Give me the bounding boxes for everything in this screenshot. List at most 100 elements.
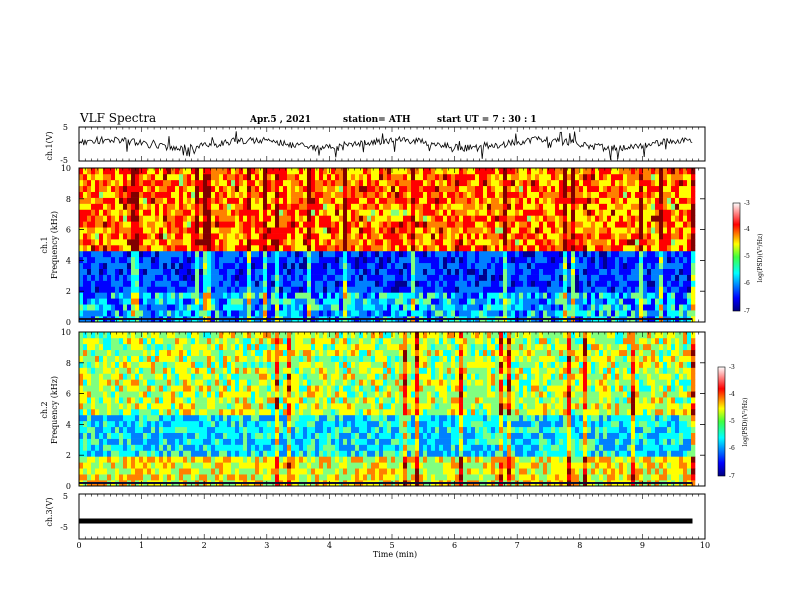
spectrogram-cell (443, 233, 448, 240)
spectrogram-cell (119, 391, 124, 398)
spectrogram-cell (199, 233, 204, 240)
spectrogram-cell (103, 332, 108, 339)
spectrogram-cell (519, 280, 524, 287)
spectrogram-cell (447, 221, 452, 228)
spectrogram-cell (187, 215, 192, 222)
cb1-tick-6: -6 (744, 280, 750, 287)
spectrogram-cell (159, 310, 164, 317)
spectrogram-cell (83, 474, 88, 481)
spectrogram-cell (571, 179, 576, 187)
spectrogram-cell (263, 274, 268, 281)
spectrogram-cell (587, 298, 592, 305)
spectrogram-cell (247, 256, 252, 264)
spectrogram-cell (635, 256, 640, 264)
spectrogram-cell (99, 256, 104, 264)
spectrogram-cell (451, 233, 456, 240)
spectrogram-cell (231, 191, 236, 198)
spectrogram-cell (115, 203, 120, 210)
spectrogram-cell (511, 280, 516, 287)
spectrogram-cell (331, 250, 336, 258)
spectrogram-cell (183, 280, 188, 287)
spectrogram-cell (495, 209, 500, 216)
spectrogram-cell (99, 367, 104, 374)
spectrogram-cell (463, 286, 468, 293)
spectrogram-cell (151, 197, 156, 204)
spectrogram-cell (79, 203, 84, 210)
spectrogram-cell (551, 239, 556, 246)
spectrogram-cell (315, 197, 320, 204)
spectrogram-cell (263, 221, 268, 228)
spectrogram-cell (439, 274, 444, 281)
spectrogram-cell (139, 286, 144, 293)
spectrogram-cell (351, 298, 356, 305)
spectrogram-cell (219, 298, 224, 305)
spectrogram-cell (323, 221, 328, 228)
spectrogram-cell (295, 250, 300, 258)
spectrogram-cell (95, 462, 100, 469)
spectrogram-cell (151, 409, 156, 416)
spectrogram-cell (535, 168, 540, 175)
spectrogram-cell (147, 179, 152, 187)
spectrogram-cell (659, 245, 664, 252)
spectrogram-cell (179, 304, 184, 311)
spectrogram-cell (127, 438, 132, 445)
spectrogram-cell (139, 456, 144, 463)
spectrogram-cell (503, 209, 508, 216)
spectrogram-cell (491, 239, 496, 246)
spectrogram-cell (463, 185, 468, 192)
spectrogram-cell (591, 250, 596, 258)
spectrogram-cell (151, 438, 156, 445)
spectrogram-cell (175, 361, 180, 368)
spectrogram-cell (663, 173, 668, 181)
spectrogram-cell (679, 280, 684, 287)
spectrogram-cell (491, 256, 496, 264)
spectrogram-cell (147, 474, 152, 481)
spectrogram-cell (171, 203, 176, 210)
spectrogram-cell (319, 168, 324, 175)
spectrogram-cell (191, 450, 196, 457)
spectrogram-cell (155, 397, 160, 404)
spectrogram-cell (275, 304, 280, 311)
spectrogram-cell (559, 298, 564, 305)
spectrogram-cell (547, 227, 552, 234)
spectrogram-cell (467, 298, 472, 305)
spectrogram-cell (395, 227, 400, 234)
spectrogram-cell (423, 197, 428, 204)
spectrogram-cell (439, 209, 444, 216)
spectrogram-cell (91, 367, 96, 374)
spectrogram-cell (579, 292, 584, 299)
spectrogram-cell (451, 191, 456, 198)
spectrogram-cell (203, 373, 208, 380)
spectrogram-cell (535, 304, 540, 311)
spectrogram-cell (575, 268, 580, 275)
spectrogram-cell (559, 227, 564, 234)
spectrogram-cell (167, 250, 172, 258)
spectrogram-cell (179, 397, 184, 404)
spectrogram-cell (207, 310, 212, 317)
spectrogram-cell (103, 203, 108, 210)
spectrogram-cell (671, 168, 676, 175)
spectrogram-cell (203, 444, 208, 451)
spectrogram-cell (655, 274, 660, 281)
spectrogram-cell (307, 250, 312, 258)
spectrogram-cell (175, 414, 180, 422)
spectrogram-cell (295, 221, 300, 228)
spectrogram-cell (627, 239, 632, 246)
spectrogram-cell (243, 209, 248, 216)
spectrogram-cell (119, 456, 124, 463)
spectrogram-cell (91, 191, 96, 198)
spectrogram-cell (515, 221, 520, 228)
spectrogram-cell (259, 250, 264, 258)
spectrogram-cell (79, 462, 84, 469)
spectrogram-cell (163, 444, 168, 451)
spectrogram-cell (203, 209, 208, 216)
spectrogram-cell (87, 361, 92, 368)
spectrogram-cell (95, 444, 100, 451)
spectrogram-cell (187, 420, 192, 428)
spectrogram-cell (495, 203, 500, 210)
spectrogram-cell (187, 268, 192, 275)
spectrogram-cell (175, 233, 180, 240)
spectrogram-cell (175, 209, 180, 216)
spectrogram-cell (343, 239, 348, 246)
spectrogram-cell (235, 280, 240, 287)
